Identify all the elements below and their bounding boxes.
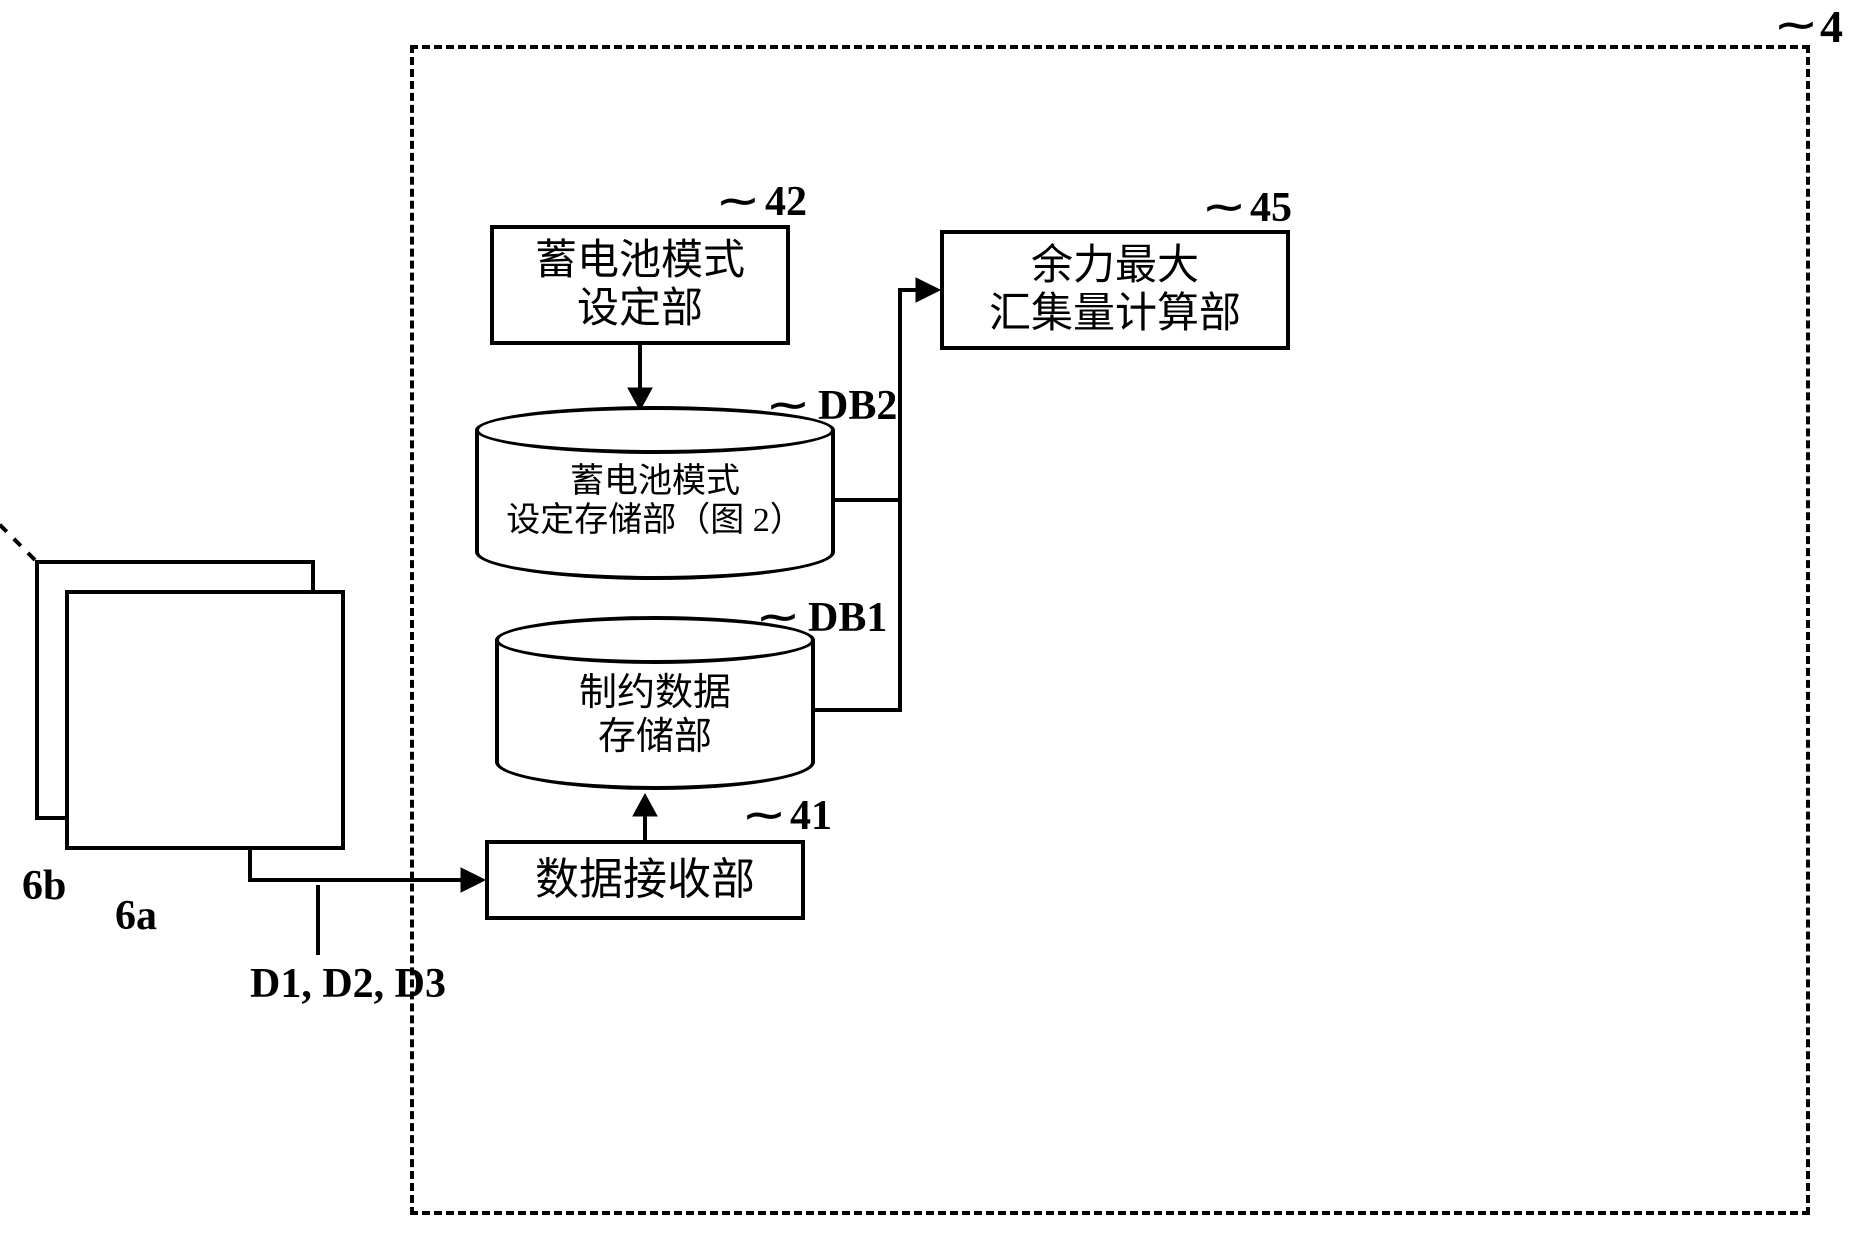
db1-line1: 制约数据 [499,672,811,716]
node-battery-mode-setting: 蓄电池模式 设定部 [490,225,790,345]
ref-tilde-42: ⁓ [720,180,756,222]
node-45-line2: 汇集量计算部 [989,290,1241,338]
db-battery-mode-storage: 蓄电池模式 设定存储部（图 2） [475,430,835,580]
ref-label-6b: 6b [22,862,66,910]
ref-label-db1: DB1 [808,594,887,642]
ref-label-6a: 6a [115,892,157,940]
dashed-tail [0,515,35,560]
db1-line2: 存储部 [499,716,811,760]
ref-label-db2: DB2 [818,382,897,430]
external-box-6a [65,590,345,850]
node-41-line1: 数据接收部 [535,855,755,906]
ref-tilde-41: ⁓ [746,794,782,836]
ref-label-4: 4 [1820,0,1843,53]
ref-tilde-4: ⁓ [1778,4,1814,46]
node-data-receiver: 数据接收部 [485,840,805,920]
ref-label-42: 42 [765,178,807,226]
db-constraint-storage: 制约数据 存储部 [495,640,815,790]
ref-label-45: 45 [1250,184,1292,232]
node-42-line2: 设定部 [577,285,703,333]
node-max-capacity-calc: 余力最大 汇集量计算部 [940,230,1290,350]
data-label-d1d2d3: D1, D2, D3 [250,960,446,1008]
db2-line1: 蓄电池模式 [479,462,831,501]
diagram-canvas: ⁓ 4 蓄电池模式 设定部 ⁓ 42 余力最大 汇集量计算部 ⁓ 45 蓄电池模… [0,0,1873,1258]
db2-line2: 设定存储部（图 2） [479,501,831,540]
node-45-line1: 余力最大 [1031,242,1199,290]
ref-label-41: 41 [790,792,832,840]
node-42-line1: 蓄电池模式 [535,237,745,285]
ref-tilde-45: ⁓ [1206,186,1242,228]
